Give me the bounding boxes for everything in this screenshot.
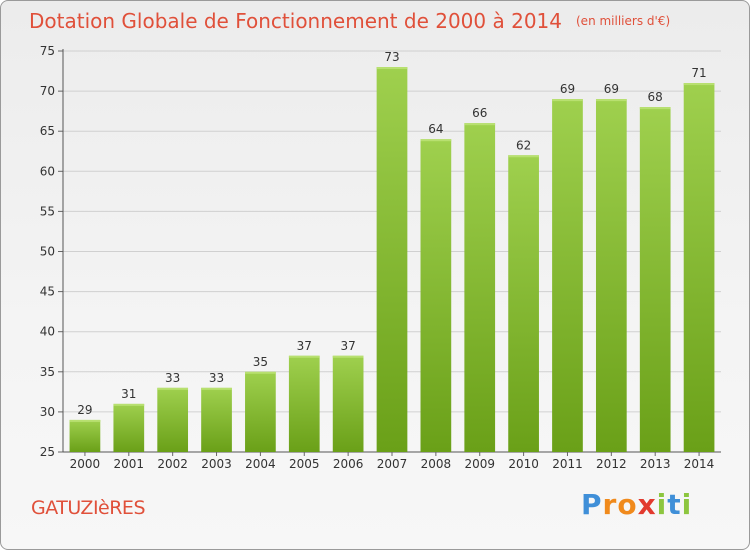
logo-letter: P — [581, 488, 603, 521]
logo-letter: i — [681, 488, 693, 521]
value-label: 73 — [384, 50, 399, 64]
y-tick-label: 50 — [40, 245, 55, 259]
chart-subtitle: (en milliers d'€) — [576, 14, 671, 28]
bar-2005 — [288, 355, 320, 452]
bar-2002 — [157, 387, 189, 452]
x-tick-label: 2012 — [596, 457, 627, 471]
logo-letter: i — [656, 488, 668, 521]
bar-highlight — [113, 403, 145, 406]
x-tick-label: 2011 — [552, 457, 583, 471]
chart-title-text: Dotation Globale de Fonctionnement de 20… — [29, 9, 562, 33]
y-tick-label: 55 — [40, 204, 55, 218]
bar-2009 — [464, 123, 496, 453]
proxiti-logo: Proxiti — [581, 488, 692, 521]
value-label: 62 — [516, 138, 531, 152]
bar-highlight — [245, 371, 276, 374]
value-label: 71 — [691, 66, 706, 80]
chart-title: Dotation Globale de Fonctionnement de 20… — [29, 9, 670, 33]
y-tick-label: 30 — [40, 405, 55, 419]
bar-2012 — [595, 99, 627, 453]
bar-2006 — [332, 355, 364, 452]
bar-highlight — [595, 99, 627, 102]
bar-highlight — [376, 67, 408, 70]
y-tick-label: 65 — [40, 124, 55, 138]
y-tick-label: 25 — [40, 445, 55, 459]
x-tick-label: 2009 — [464, 457, 495, 471]
bar-highlight — [332, 355, 364, 358]
bar-highlight — [420, 139, 452, 142]
logo-letter: o — [617, 488, 638, 521]
y-tick-label: 45 — [40, 285, 55, 299]
bar-highlight — [201, 387, 232, 390]
x-tick-label: 2002 — [157, 457, 188, 471]
x-tick-label: 2014 — [684, 457, 715, 471]
logo-letter: r — [602, 488, 618, 521]
value-label: 35 — [253, 355, 268, 369]
x-tick-label: 2003 — [201, 457, 232, 471]
commune-name: GATUZIèRES — [31, 497, 146, 519]
value-labels: 29 31 33 33 35 37 37 73 64 66 62 69 69 68 71 — [77, 50, 706, 417]
bars — [69, 67, 715, 453]
x-tick-label: 2000 — [70, 457, 101, 471]
x-tick-label: 2004 — [245, 457, 276, 471]
x-tick-labels: 2000 2001 2002 2003 2004 2005 2006 2007 2008 2009… — [70, 452, 715, 471]
y-tick-labels: 25 30 35 40 45 50 55 60 65 70 75 — [40, 44, 55, 459]
bar-highlight — [683, 83, 715, 86]
x-tick-label: 2005 — [289, 457, 320, 471]
bar-highlight — [639, 107, 671, 110]
value-label: 29 — [77, 403, 92, 417]
y-tick-label: 60 — [40, 164, 55, 178]
value-label: 33 — [165, 371, 180, 385]
value-label: 31 — [121, 387, 136, 401]
bar-highlight — [552, 99, 583, 102]
bar-2013 — [639, 107, 671, 452]
x-tick-label: 2007 — [377, 457, 408, 471]
value-label: 37 — [297, 339, 312, 353]
y-tick-label: 40 — [40, 325, 55, 339]
x-tick-label: 2008 — [421, 457, 452, 471]
value-label: 37 — [340, 339, 355, 353]
value-label: 69 — [560, 82, 575, 96]
value-label: 66 — [472, 106, 487, 120]
bar-2011 — [552, 99, 583, 453]
bar-2007 — [376, 67, 408, 452]
x-tick-label: 2010 — [508, 457, 539, 471]
bar-2004 — [245, 371, 276, 452]
bar-2014 — [683, 83, 715, 452]
bar-highlight — [288, 355, 320, 358]
bar-2000 — [69, 419, 101, 452]
x-tick-label: 2006 — [333, 457, 364, 471]
bar-2008 — [420, 139, 452, 452]
value-label: 64 — [428, 122, 443, 136]
value-label: 68 — [648, 90, 663, 104]
logo-letter: t — [667, 488, 682, 521]
bar-2003 — [201, 387, 232, 452]
bar-highlight — [69, 419, 101, 422]
bar-highlight — [464, 123, 496, 126]
x-tick-label: 2013 — [640, 457, 671, 471]
bar-2010 — [508, 155, 539, 452]
bar-highlight — [157, 387, 189, 390]
bar-2001 — [113, 403, 145, 452]
value-label: 33 — [209, 371, 224, 385]
bar-highlight — [508, 155, 539, 158]
y-tick-label: 70 — [40, 84, 55, 98]
y-tick-label: 35 — [40, 365, 55, 379]
value-label: 69 — [604, 82, 619, 96]
y-tick-label: 75 — [40, 44, 55, 58]
x-tick-label: 2001 — [114, 457, 145, 471]
logo-letter: x — [637, 488, 657, 521]
